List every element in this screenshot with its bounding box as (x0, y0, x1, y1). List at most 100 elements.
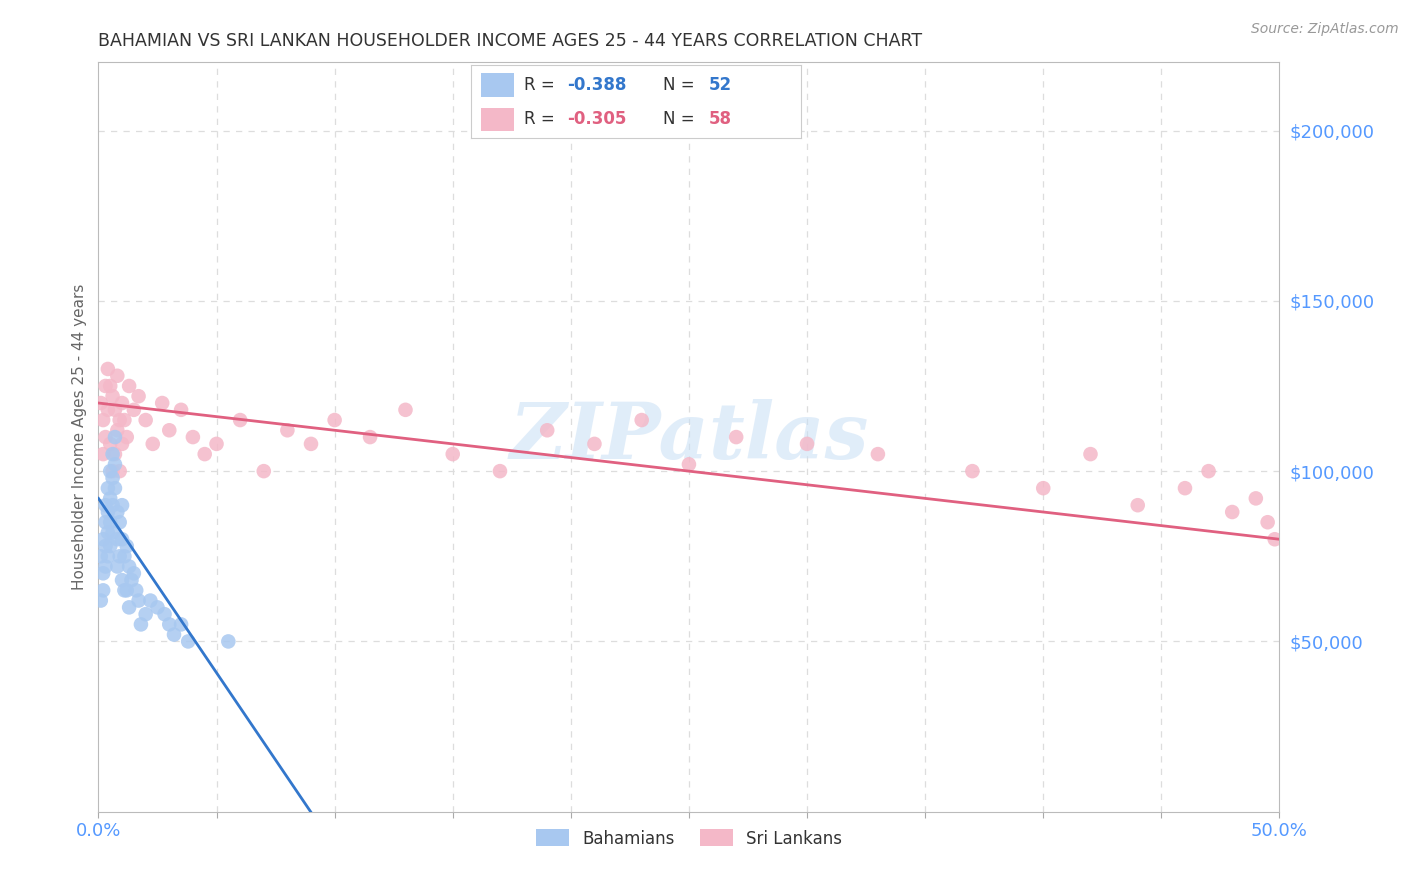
Point (94, 498, 117, 512)
Point (97, 549, 120, 564)
Point (104, 447, 127, 461)
Point (94, 379, 117, 393)
Point (97, 362, 120, 376)
Point (128, 389, 150, 403)
Point (1264, 533, 1286, 547)
Point (104, 402, 127, 417)
Point (135, 413, 157, 427)
Point (118, 600, 141, 615)
Point (101, 525, 124, 540)
Point (181, 430, 204, 444)
Point (115, 539, 138, 553)
Point (112, 413, 135, 427)
Point (91, 413, 114, 427)
Point (678, 458, 700, 472)
Point (101, 471, 124, 485)
Point (170, 617, 193, 632)
Point (111, 498, 134, 512)
Text: R =: R = (524, 76, 560, 94)
Point (253, 464, 276, 478)
Point (112, 549, 135, 564)
Point (94, 515, 117, 529)
Point (104, 430, 127, 444)
Point (122, 566, 145, 581)
Point (101, 498, 124, 512)
Point (536, 423, 558, 437)
Point (111, 573, 134, 587)
Point (105, 533, 128, 547)
Point (105, 423, 128, 437)
Point (115, 583, 138, 598)
Point (97, 505, 120, 519)
Point (91, 447, 114, 461)
Point (108, 464, 131, 478)
Point (139, 593, 162, 607)
Text: N =: N = (662, 110, 700, 128)
Point (90, 396, 112, 410)
Point (97, 402, 120, 417)
Point (135, 607, 157, 622)
Point (1080, 447, 1102, 461)
Legend: Bahamians, Sri Lankans: Bahamians, Sri Lankans (527, 821, 851, 855)
Point (98, 491, 121, 506)
Point (112, 583, 135, 598)
Point (108, 515, 131, 529)
Point (104, 481, 127, 495)
Text: R =: R = (524, 110, 560, 128)
Point (94, 539, 117, 553)
Point (725, 430, 748, 444)
Point (122, 402, 145, 417)
Point (97, 481, 120, 495)
Point (105, 559, 128, 574)
Text: ZIPatlas: ZIPatlas (509, 399, 869, 475)
Point (98, 539, 121, 553)
Text: BAHAMIAN VS SRI LANKAN HOUSEHOLDER INCOME AGES 25 - 44 YEARS CORRELATION CHART: BAHAMIAN VS SRI LANKAN HOUSEHOLDER INCOM… (98, 32, 922, 50)
Point (323, 413, 346, 427)
Point (101, 447, 124, 461)
Point (163, 627, 186, 641)
Bar (481, 73, 515, 96)
Text: Source: ZipAtlas.com: Source: ZipAtlas.com (1251, 22, 1399, 37)
Point (94, 430, 117, 444)
Point (98, 464, 121, 478)
Point (97, 525, 120, 540)
Point (1257, 515, 1279, 529)
Bar (481, 108, 515, 131)
Text: N =: N = (662, 76, 700, 94)
Point (101, 464, 124, 478)
Point (441, 447, 464, 461)
Point (359, 430, 381, 444)
Point (1244, 491, 1267, 506)
Point (177, 634, 200, 648)
Point (194, 447, 217, 461)
Point (583, 437, 606, 451)
Point (157, 617, 180, 632)
Y-axis label: Householder Income Ages 25 - 44 years: Householder Income Ages 25 - 44 years (72, 284, 87, 591)
Point (115, 430, 138, 444)
Point (866, 447, 889, 461)
Point (111, 533, 134, 547)
Point (108, 413, 131, 427)
Text: -0.388: -0.388 (567, 76, 626, 94)
Point (157, 423, 180, 437)
Point (104, 458, 127, 472)
Point (489, 464, 512, 478)
Point (146, 600, 169, 615)
Point (962, 464, 984, 478)
Text: 52: 52 (709, 76, 733, 94)
Point (630, 413, 652, 427)
Point (1126, 498, 1149, 512)
Point (108, 549, 131, 564)
Point (128, 593, 150, 607)
Point (90, 549, 112, 564)
Point (90, 593, 112, 607)
Point (125, 583, 148, 598)
Point (118, 559, 141, 574)
Point (205, 437, 228, 451)
Point (101, 389, 124, 403)
Point (91, 566, 114, 581)
Point (394, 402, 416, 417)
Point (299, 437, 322, 451)
Point (111, 437, 134, 451)
Point (153, 607, 176, 622)
